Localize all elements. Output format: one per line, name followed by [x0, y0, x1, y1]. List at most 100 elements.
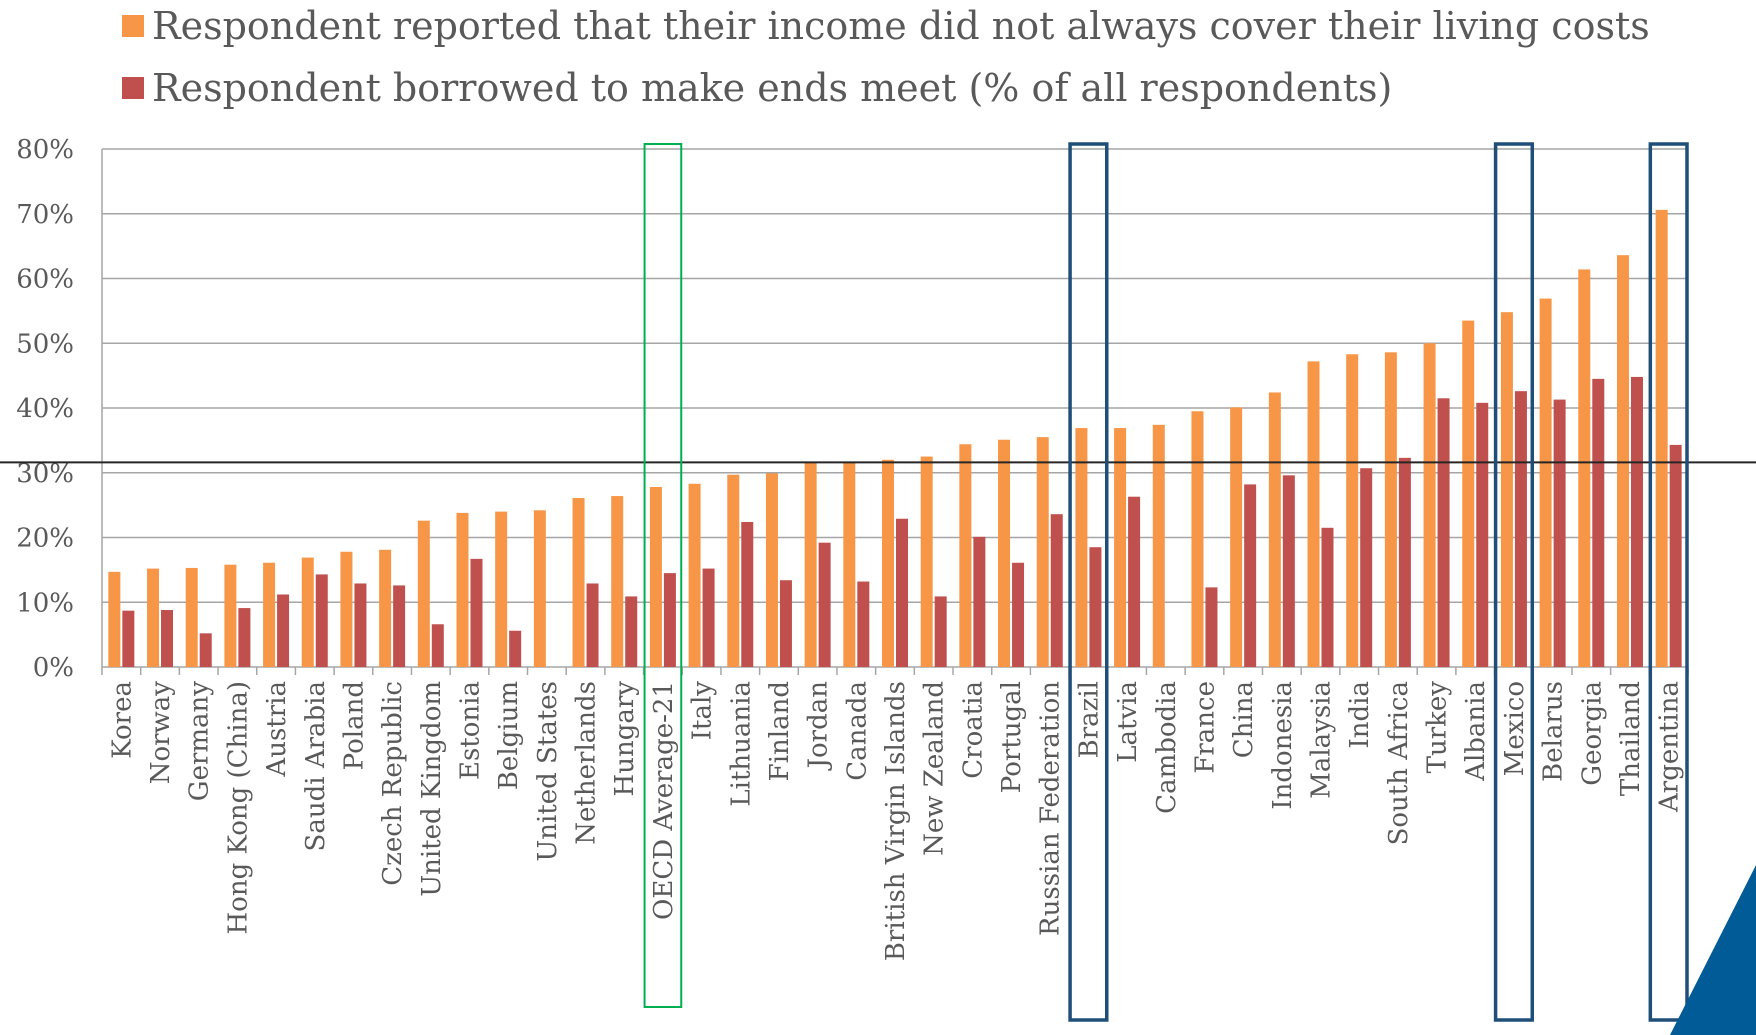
bar-borrow [586, 583, 599, 667]
legend-item-income: Respondent reported that their income di… [122, 4, 1650, 48]
bar-income [185, 567, 198, 667]
bar-income [1539, 298, 1552, 667]
bar-income [765, 473, 778, 667]
category-label: China [1229, 681, 1259, 758]
bar-income [804, 461, 817, 667]
y-tick-label: 40% [16, 394, 74, 424]
category-label: Croatia [958, 681, 988, 779]
bar-borrow [1012, 562, 1025, 667]
bar-borrow [663, 573, 676, 667]
bar-borrow [509, 630, 522, 667]
bar-borrow [1050, 514, 1063, 667]
bar-income [1500, 312, 1513, 667]
category-label: Malaysia [1307, 681, 1337, 799]
bar-income [649, 486, 662, 667]
bar-income [379, 549, 392, 667]
category-label: Korea [107, 681, 137, 759]
category-label: Albania [1461, 681, 1491, 782]
category-label: Lithuania [726, 681, 756, 807]
bar-borrow [393, 585, 406, 667]
category-label: United States [533, 681, 563, 862]
bar-income [533, 510, 546, 667]
bar-income [727, 474, 740, 667]
bar-borrow [1592, 378, 1605, 667]
bar-income [417, 520, 430, 667]
bar-borrow [122, 610, 135, 667]
y-tick-label: 20% [16, 524, 74, 554]
bar-borrow [354, 583, 367, 667]
bar-income [572, 498, 585, 667]
category-label: Russian Federation [1036, 681, 1066, 936]
bar-borrow [896, 518, 908, 667]
legend-label-income: Respondent reported that their income di… [152, 4, 1650, 48]
y-tick-label: 10% [16, 588, 74, 618]
category-label: Finland [765, 681, 795, 781]
bar-borrow [779, 580, 792, 667]
bar-borrow [857, 581, 870, 667]
bar-income [1075, 428, 1088, 667]
bar-income [843, 462, 856, 667]
category-label: Canada [842, 681, 872, 781]
category-label: British Virgin Islands [881, 681, 911, 961]
bar-income [1462, 320, 1475, 667]
corner-decoration [1670, 865, 1756, 1035]
bar-income [1191, 411, 1204, 667]
bar-income [920, 456, 933, 667]
bar-borrow [741, 521, 754, 667]
y-tick-label: 30% [16, 459, 74, 489]
bar-income [1036, 437, 1049, 667]
category-label: Germany [185, 681, 215, 801]
category-label: Thailand [1616, 681, 1646, 796]
bar-income [1152, 424, 1165, 667]
category-label: France [1190, 681, 1220, 774]
country-highlight-box [1648, 142, 1689, 1022]
category-label: Latvia [1113, 681, 1143, 763]
country-highlight-box [1068, 142, 1109, 1022]
bar-income [1307, 361, 1320, 667]
category-label: Poland [339, 681, 369, 770]
bar-borrow [1244, 484, 1257, 667]
legend-swatch-borrow [122, 77, 144, 99]
category-label: Turkey [1423, 681, 1453, 774]
bar-income [611, 496, 624, 667]
bar-income [1268, 392, 1281, 667]
category-label: Brazil [1074, 681, 1104, 758]
category-label: Austria [262, 681, 292, 778]
bar-income [108, 571, 121, 667]
bar-borrow [702, 568, 715, 667]
bar-income [1578, 269, 1591, 667]
category-label: Mexico [1500, 681, 1530, 776]
bar-borrow [238, 608, 251, 667]
category-label: Hungary [610, 681, 640, 797]
country-highlight-box [1493, 142, 1535, 1022]
category-label: Cambodia [1152, 681, 1182, 814]
bar-income [688, 483, 701, 667]
bar-borrow [1360, 468, 1373, 667]
bar-borrow [431, 624, 444, 667]
category-label: South Africa [1384, 681, 1414, 845]
category-label: Indonesia [1268, 681, 1298, 810]
bar-income [882, 459, 894, 667]
bar-income [224, 564, 237, 667]
bar-borrow [973, 536, 986, 667]
bar-borrow [1476, 402, 1489, 667]
category-label: India [1345, 681, 1375, 748]
bar-income [456, 512, 469, 667]
bar-income [301, 557, 314, 667]
category-label: New Zealand [920, 681, 950, 856]
bar-borrow [1128, 496, 1141, 667]
category-label: Georgia [1577, 681, 1607, 786]
bar-borrow [934, 596, 947, 667]
bar-income [1616, 255, 1629, 667]
bar-income [1384, 352, 1397, 667]
bar-income [959, 444, 972, 667]
bar-borrow [1553, 399, 1566, 667]
bar-borrow [1398, 457, 1411, 667]
category-label: Portugal [997, 681, 1027, 793]
category-label: Belgium [494, 681, 524, 790]
bar-borrow [818, 542, 831, 667]
bar-borrow [1514, 391, 1527, 667]
bar-borrow [1321, 527, 1334, 667]
category-label: Czech Republic [378, 681, 408, 886]
